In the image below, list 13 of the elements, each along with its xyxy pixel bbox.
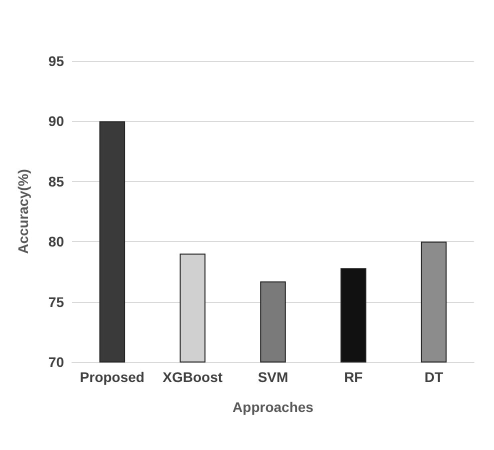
x-axis-title: Approaches [232,399,314,415]
x-tick-label: RF [344,369,364,385]
x-tick-label: XGBoost [162,369,223,385]
y-tick-label: 95 [48,53,64,69]
y-axis-title: Accuracy(%) [15,169,31,254]
y-tick-label: 80 [48,234,64,250]
y-tick-label: 75 [48,294,64,310]
x-tick-label: DT [424,369,444,385]
y-tick-label: 85 [48,173,64,190]
y-tick-label: 90 [48,113,64,130]
x-tick-label: Proposed [80,369,144,385]
x-tick-label: SVM [258,369,288,385]
y-tick-label: 70 [48,354,64,370]
